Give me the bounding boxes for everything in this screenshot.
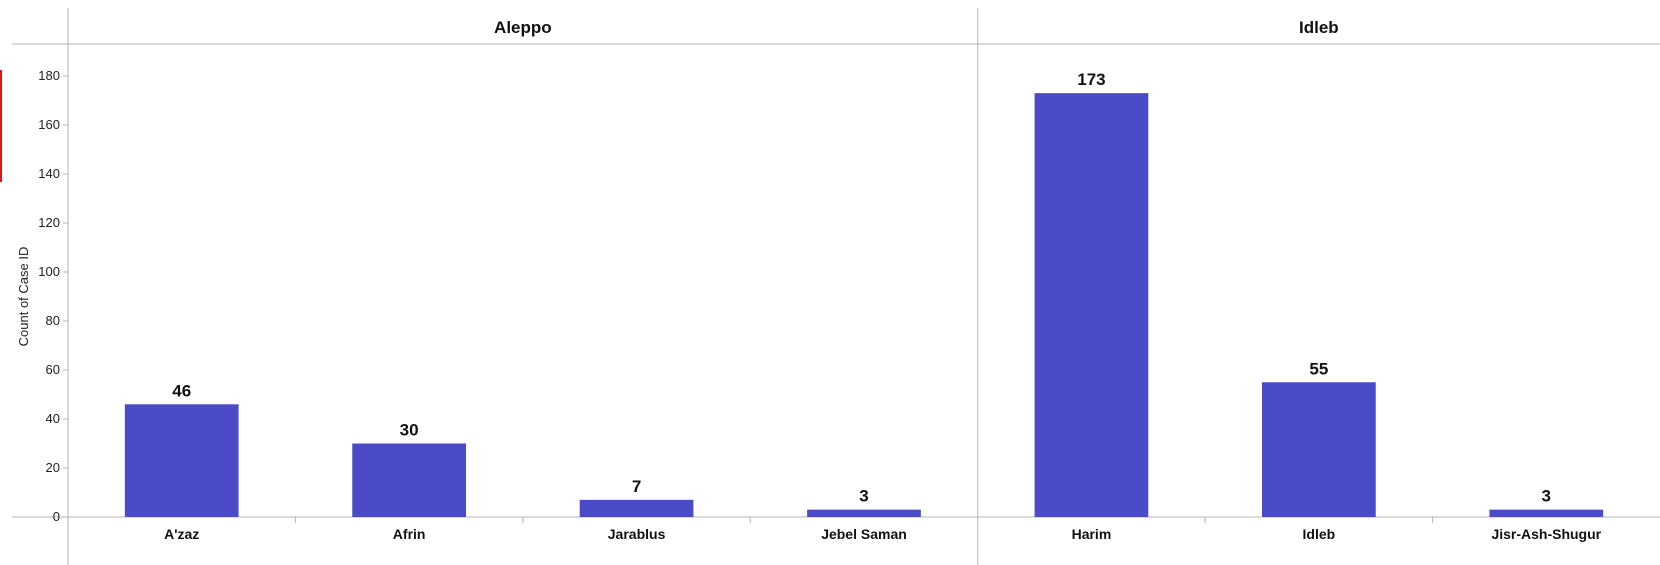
panel-title: Aleppo [494, 18, 552, 37]
y-tick-label: 180 [38, 68, 60, 83]
y-tick-label: 100 [38, 264, 60, 279]
panels: Aleppo 46 A'zaz 30 Afrin 7 Jarablus 3 Jebel Sama… [124, 8, 1604, 565]
y-axis-title: Count of Case ID [16, 247, 31, 347]
y-tick-label: 160 [38, 117, 60, 132]
y-tick-label: 0 [53, 509, 60, 524]
y-tick-label: 40 [46, 411, 60, 426]
bar-value-label: 46 [172, 381, 191, 400]
x-tick-label: Jisr-Ash-Shugur [1491, 526, 1601, 542]
left-accent-bar [0, 70, 2, 182]
x-tick-label: Jebel Saman [821, 526, 907, 542]
bar [1489, 509, 1604, 517]
bar [352, 443, 466, 517]
bar-value-label: 3 [859, 487, 868, 506]
x-tick-label: A'zaz [164, 526, 199, 542]
bar-value-label: 173 [1077, 70, 1105, 89]
panel-title: Idleb [1299, 18, 1339, 37]
y-tick-label: 120 [38, 215, 60, 230]
x-tick-label: Harim [1072, 526, 1112, 542]
panel-aleppo: Aleppo 46 A'zaz 30 Afrin 7 Jarablus 3 Jebel Sama… [124, 8, 979, 565]
bar [579, 499, 694, 517]
bar [1034, 93, 1149, 518]
chart-frame [12, 8, 1660, 565]
y-tick-label: 20 [46, 460, 60, 475]
y-tick-label: 80 [46, 313, 60, 328]
x-tick-label: Idleb [1303, 526, 1336, 542]
bar-value-label: 30 [400, 421, 419, 440]
bar [807, 509, 921, 517]
bar [124, 404, 239, 517]
bar-value-label: 3 [1542, 487, 1551, 506]
x-tick-label: Afrin [393, 526, 426, 542]
panel-idleb: Idleb 173 Harim 55 Idleb 3 Jisr-Ash-Shugur [1034, 18, 1604, 542]
y-axis: 0 20 40 60 80 100 120 140 160 180 [38, 68, 68, 524]
x-tick-label: Jarablus [608, 526, 666, 542]
bar-value-label: 7 [632, 477, 641, 496]
y-tick-label: 140 [38, 166, 60, 181]
bar-value-label: 55 [1309, 359, 1328, 378]
y-tick-label: 60 [46, 362, 60, 377]
bar [1262, 382, 1376, 517]
